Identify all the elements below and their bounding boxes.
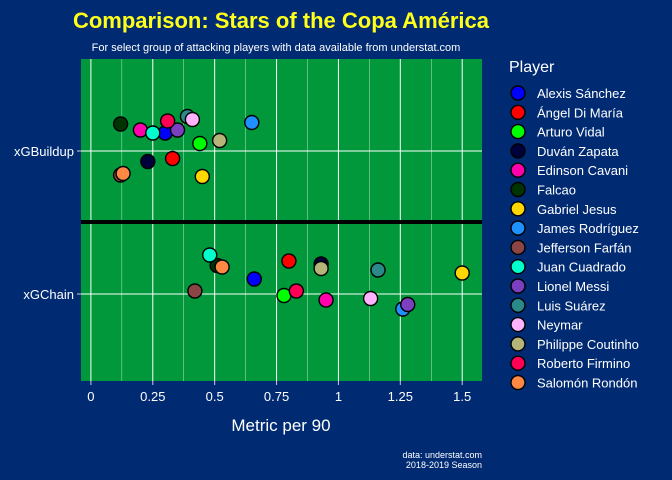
data-point: [400, 296, 416, 313]
x-tick-label: 1: [335, 389, 342, 404]
x-tick-label: 0.75: [264, 389, 289, 404]
legend-key: [510, 336, 526, 352]
legend-label: Edinson Cavani: [537, 163, 628, 178]
legend-label: Duván Zapata: [537, 144, 619, 159]
data-point: [115, 165, 131, 182]
x-axis-title: Metric per 90: [231, 416, 330, 435]
data-point: [159, 113, 176, 129]
legend-label: Lionel Messi: [537, 279, 609, 294]
data-point: [244, 114, 260, 131]
data-point: [246, 271, 262, 287]
legend-key: [510, 278, 526, 294]
x-tick-label: 0.25: [140, 389, 165, 404]
legend-key: [510, 355, 526, 371]
data-point: [318, 292, 334, 308]
x-tick-label: 0: [87, 389, 94, 404]
chart-subtitle: For select group of attacking players wi…: [92, 42, 461, 54]
legend-label: James Rodríguez: [537, 221, 639, 236]
legend-label: Philippe Coutinho: [537, 337, 639, 352]
legend-key: [510, 316, 526, 333]
data-point: [288, 283, 305, 299]
legend-key: [510, 123, 526, 140]
legend-key: [510, 85, 526, 101]
legend-label: Gabriel Jesus: [537, 202, 617, 217]
legend-key: [510, 181, 526, 198]
legend-label: Ángel Di María: [537, 105, 624, 120]
data-point: [187, 283, 203, 299]
x-tick-label: 1.5: [453, 389, 471, 404]
legend-key: [510, 201, 526, 217]
legend-key: [510, 162, 526, 178]
data-point: [112, 116, 129, 132]
legend-label: Jefferson Farfán: [537, 240, 631, 255]
x-axis: 0 0.25 0.5 0.75 1 1.25 1.5: [87, 381, 471, 404]
legend-key: [510, 374, 526, 391]
legend-label: Salomón Rondón: [537, 376, 637, 391]
data-point: [184, 111, 201, 128]
caption-season: 2018-2019 Season: [406, 460, 482, 470]
data-point: [362, 290, 379, 307]
data-point: [140, 153, 156, 170]
legend-key: [510, 143, 526, 159]
data-point: [211, 132, 228, 149]
data-point: [214, 259, 230, 275]
y-tick-label: xGChain: [23, 287, 74, 302]
legend-label: Falcao: [537, 183, 576, 198]
data-points: [112, 108, 470, 317]
legend: Alexis Sánchez Ángel Di María Arturo Vidal…: [510, 85, 639, 391]
data-point: [164, 150, 181, 167]
data-point: [454, 265, 470, 281]
y-tick-label: xGBuildup: [14, 144, 74, 159]
chart-title: Comparison: Stars of the Copa América: [73, 8, 490, 33]
data-point: [145, 125, 161, 141]
legend-label: Alexis Sánchez: [537, 86, 626, 101]
y-axis: xGBuildup xGChain: [14, 144, 81, 302]
legend-label: Luis Suárez: [537, 298, 606, 313]
legend-label: Juan Cuadrado: [537, 260, 626, 275]
legend-label: Roberto Firmino: [537, 356, 630, 371]
data-point: [169, 122, 186, 138]
legend-key: [510, 297, 526, 313]
data-point: [370, 262, 386, 278]
data-point: [313, 260, 329, 277]
x-tick-label: 0.5: [206, 389, 224, 404]
legend-key: [510, 220, 526, 236]
data-point: [202, 247, 218, 263]
legend-title: Player: [509, 59, 555, 76]
legend-label: Arturo Vidal: [537, 125, 605, 140]
x-tick-label: 1.25: [388, 389, 413, 404]
legend-key: [510, 104, 526, 121]
legend-key: [510, 239, 526, 256]
legend-key: [510, 259, 526, 275]
data-point: [194, 168, 210, 185]
data-point: [281, 253, 297, 269]
data-point: [132, 122, 149, 138]
data-point: [192, 135, 208, 152]
caption-source: data: understat.com: [402, 450, 482, 460]
legend-label: Neymar: [537, 318, 583, 333]
